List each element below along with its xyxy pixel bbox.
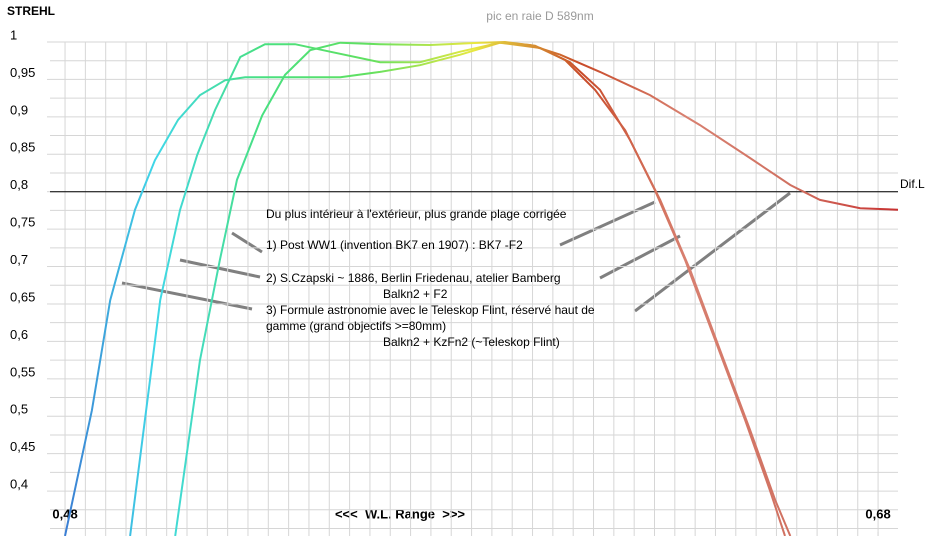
y-tick-label: 0,75 (10, 215, 35, 230)
y-tick-label: 0,85 (10, 140, 35, 155)
chart-title: pic en raie D 589nm (486, 9, 593, 23)
y-tick-label: 0,45 (10, 439, 35, 454)
series-line (174, 40, 786, 536)
y-tick-label: 0,5 (10, 402, 28, 417)
x-tick-label: 0,48 (52, 506, 77, 521)
annotation: 2) S.Czapski ~ 1886, Berlin Friedenau, a… (266, 271, 561, 285)
x-axis-label: <<< W.L. Range >>> (335, 506, 465, 521)
y-tick-label: 0,7 (10, 252, 28, 267)
leader-line (599, 234, 681, 280)
reference-label: Dif.L (900, 177, 925, 191)
leader-line (559, 200, 656, 247)
annotation: Balkn2 + F2 (383, 287, 448, 301)
y-tick-label: 0,6 (10, 327, 28, 342)
annotation: Du plus intérieur à l'extérieur, plus gr… (266, 207, 567, 221)
leader-line (231, 231, 263, 254)
series-line (64, 41, 899, 536)
series-group (64, 40, 899, 536)
series-line (129, 41, 792, 536)
y-tick-label: 0,95 (10, 65, 35, 80)
y-tick-label: 0,8 (10, 177, 28, 192)
y-tick-label: 0,55 (10, 364, 35, 379)
annotation: gamme (grand objectifs >=80mm) (266, 319, 446, 333)
y-tick-label: 0,9 (10, 102, 28, 117)
y-tick-label: 0,4 (10, 477, 28, 492)
annotation: 3) Formule astronomie avec le Teleskop F… (266, 303, 595, 317)
x-tick-label: 0,68 (865, 506, 890, 521)
leader-line (179, 258, 261, 279)
y-tick-label: 0,65 (10, 289, 35, 304)
y-tick-label: 1 (10, 27, 17, 42)
annotation: Balkn2 + KzFn2 (~Teleskop Flint) (383, 335, 560, 349)
leader-line (634, 191, 791, 313)
y-axis-label: STREHL (7, 4, 55, 18)
annotation: 1) Post WW1 (invention BK7 en 1907) : BK… (266, 238, 523, 252)
